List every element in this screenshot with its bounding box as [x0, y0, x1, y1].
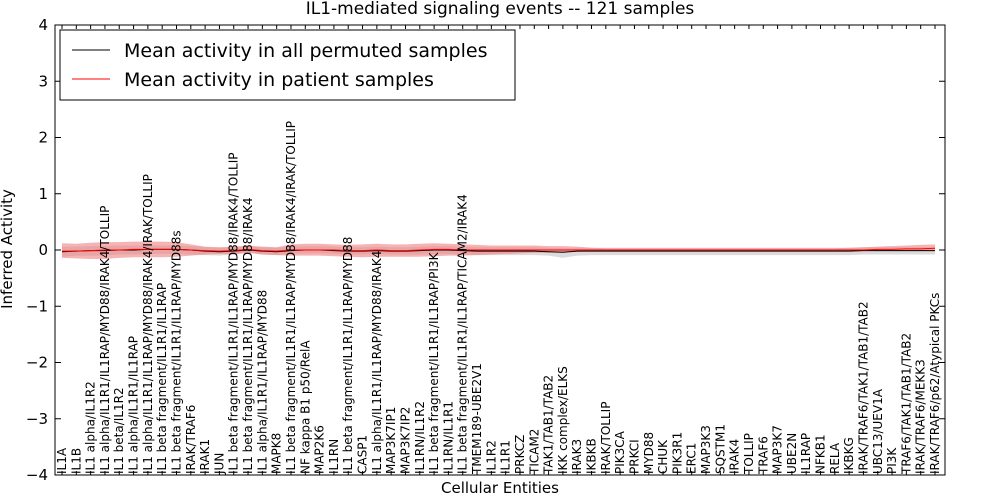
y-tick-label: −2 — [26, 354, 48, 372]
x-tick-label: IL1 beta fragment/IL1R1/IL1RAP/MYD88/IRA… — [227, 153, 241, 474]
x-tick-label: ERC1 — [685, 443, 699, 474]
line-permuted — [61, 248, 935, 253]
x-tick-label: IL1 beta fragment/IL1R1/IL1RAP/MYD88s — [170, 230, 184, 474]
x-tick-label: IRAK/TRAF6/TAK1/TAB1/TAB2 — [856, 301, 870, 474]
plot-frame — [54, 24, 946, 476]
x-tick-label: TRAF6/TAK1/TAB1/TAB2 — [899, 333, 913, 475]
legend: Mean activity in all permuted samples Me… — [59, 29, 516, 101]
x-tick-label: PIK3CA — [613, 430, 627, 474]
y-tick-label: −1 — [26, 297, 48, 315]
x-tick-label: CASP1 — [356, 435, 370, 474]
x-tick-label: RELA — [828, 442, 842, 474]
x-tick-label: PI3K — [885, 447, 899, 474]
line-patient — [62, 247, 936, 252]
legend-label-permuted: Mean activity in all permuted samples — [124, 40, 487, 62]
x-tick-label: IL1 alpha/IL1R1/IL1RAP — [127, 336, 141, 474]
x-tick-label: IL1RN — [327, 439, 341, 474]
x-tick-label: MAP3K3 — [699, 425, 713, 474]
x-tick-label: NFKB1 — [814, 434, 828, 474]
x-tick-label: IRAK/TRAF6/MEKK3 — [914, 359, 928, 474]
x-tick-label: IRAK/TRAF6/p62/Atypical PKCs — [928, 293, 942, 474]
x-tick-label: IL1 alpha/IL1R1/IL1RAP/MYD88 — [255, 290, 269, 474]
x-tick-label: MYD88 — [642, 432, 656, 474]
x-tick-label: TAK1/TAB1/TAB2 — [542, 375, 556, 475]
y-tick-label: −3 — [26, 410, 48, 428]
x-tick-label: CHUK — [656, 439, 670, 474]
x-tick-label: IL1R1 — [499, 440, 513, 474]
x-tick-label: PIK3R1 — [670, 432, 684, 474]
x-tick-label: TMEM189-UBE2V1 — [470, 363, 484, 475]
legend-box — [59, 29, 516, 101]
chart-title: IL1-mediated signaling events -- 121 sam… — [306, 0, 695, 19]
x-axis-ticks: IL1A IL1B IL1 alpha/IL1R2 IL1 alpha/IL1R1/I… — [55, 25, 942, 475]
x-tick-label: IKBKB — [585, 438, 599, 474]
x-tick-label: IL1 beta fragment/IL1R1/IL1RAP/TICAM2/IR… — [456, 194, 470, 474]
x-tick-label: IL1RAP — [799, 433, 813, 474]
x-axis-label: Cellular Entities — [441, 479, 559, 497]
x-tick-label: MAP2K6 — [313, 425, 327, 474]
x-tick-label: MAP3K7IP1 — [384, 407, 398, 474]
x-tick-label: IKK complex/ELKS — [556, 366, 570, 474]
x-tick-label: UBE2N — [785, 433, 799, 474]
x-tick-label: IL1 beta fragment/IL1R1/IL1RAP/MYD88 — [341, 237, 355, 474]
x-tick-label: IL1 alpha/IL1R1/IL1RAP/MYD88/IRAK4/TOLLI… — [98, 206, 112, 474]
x-tick-label: SQSTM1 — [713, 424, 727, 474]
x-tick-label: IRAK4 — [728, 439, 742, 474]
x-tick-label: IL1 beta fragment/IL1R1/IL1RAP — [155, 283, 169, 474]
x-tick-label: TRAF6 — [756, 436, 770, 475]
x-tick-label: NF kappa B1 p50/RelA — [298, 340, 312, 474]
y-tick-label: 0 — [38, 241, 48, 259]
x-tick-label: PRKCI — [628, 439, 642, 474]
y-tick-label: 4 — [38, 16, 48, 34]
x-tick-label: IL1RN/IL1R1 — [441, 401, 455, 474]
x-tick-label: TICAM2 — [527, 429, 541, 475]
x-tick-label: IRAK/TRAF6 — [184, 405, 198, 474]
y-tick-label: 3 — [38, 72, 48, 90]
y-tick-label: −4 — [26, 466, 48, 484]
x-tick-label: MAP3K7IP2 — [399, 407, 413, 474]
x-tick-label: IRAK/TOLLIP — [599, 402, 613, 474]
x-tick-label: UBC13/UEV1A — [871, 388, 885, 474]
x-tick-label: IL1B — [69, 448, 83, 474]
x-tick-label: IL1 alpha/IL1R1/IL1RAP/MYD88/IRAK4 — [370, 251, 384, 474]
x-tick-label: IRAK1 — [198, 439, 212, 474]
x-tick-label: IL1R2 — [484, 440, 498, 474]
series-lines — [61, 247, 936, 253]
x-tick-label: JUN — [212, 453, 226, 475]
legend-label-patient: Mean activity in patient samples — [124, 69, 434, 91]
x-tick-label: IL1 alpha/IL1R1/IL1RAP/MYD88/IRAK4/IRAK/… — [141, 174, 155, 474]
y-tick-label: 2 — [38, 129, 48, 147]
x-tick-label: IKBKG — [842, 437, 856, 474]
y-tick-label: 1 — [38, 185, 48, 203]
x-tick-label: IL1A — [55, 447, 69, 474]
y-axis-label: Inferred Activity — [0, 189, 16, 309]
y-axis-ticks: −4 −3 −2 −1 0 1 2 3 4 — [26, 16, 945, 484]
x-tick-label: PRKCZ — [513, 435, 527, 474]
x-tick-label: IRAK3 — [570, 439, 584, 474]
x-tick-label: IL1 beta fragment/IL1R1/IL1RAP/MYD88/IRA… — [284, 121, 298, 474]
x-tick-label: IL1 beta/IL1R2 — [112, 387, 126, 474]
x-tick-label: IL1 beta fragment/IL1R1/IL1RAP/PI3K — [427, 251, 441, 474]
x-tick-label: IL1 beta fragment/IL1R1/IL1RAP/MYD88/IRA… — [241, 197, 255, 474]
x-tick-label: IL1RN/IL1R2 — [413, 401, 427, 474]
x-tick-label: MAP3K7 — [771, 425, 785, 474]
x-tick-label: TOLLIP — [742, 433, 756, 475]
x-tick-label: MAPK8 — [270, 433, 284, 474]
x-tick-label: IL1 alpha/IL1R2 — [84, 381, 98, 474]
